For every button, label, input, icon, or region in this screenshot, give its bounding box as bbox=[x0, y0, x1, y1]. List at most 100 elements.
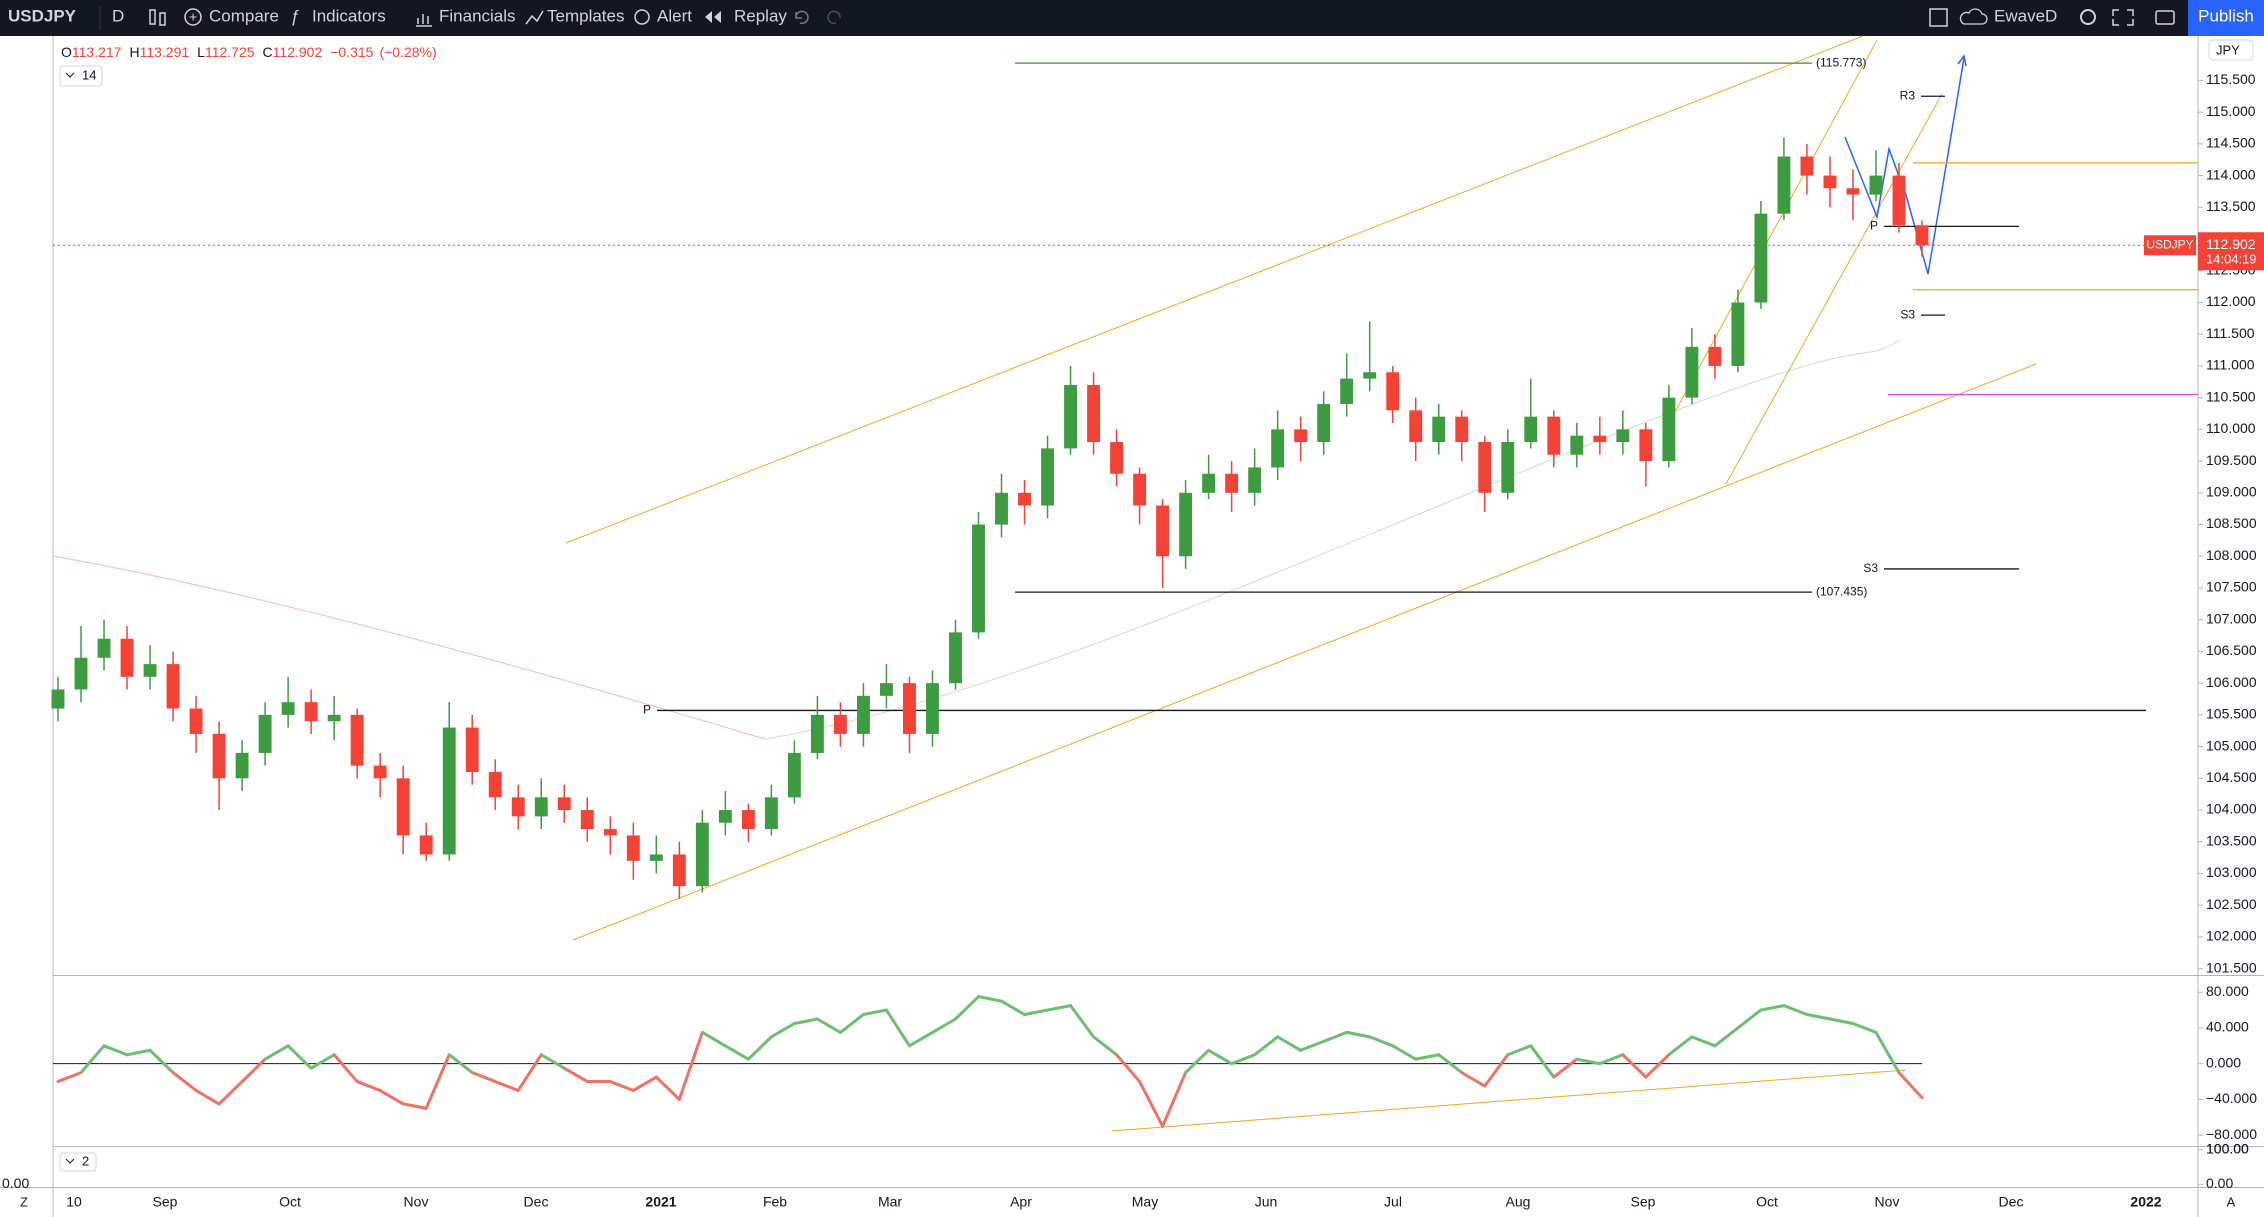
toolbar-item[interactable]: Indicators bbox=[312, 6, 386, 25]
snapshot-icon[interactable] bbox=[2155, 10, 2175, 25]
stoch-tick-label: 100.00 bbox=[2206, 1140, 2249, 1156]
candle-body bbox=[327, 714, 341, 722]
osc-segment bbox=[1506, 1044, 1533, 1057]
toolbar-item[interactable]: Alert bbox=[657, 6, 692, 25]
chevron bbox=[65, 72, 75, 78]
candle-body bbox=[1317, 403, 1331, 443]
candle-body bbox=[856, 695, 870, 734]
candle-body bbox=[764, 797, 778, 830]
candle-body bbox=[1294, 429, 1308, 443]
osc-segment bbox=[148, 1048, 175, 1075]
currency-button[interactable] bbox=[2208, 39, 2254, 61]
osc-segment bbox=[1690, 1035, 1717, 1048]
candle-body bbox=[649, 854, 663, 861]
legend-value: 113.291 bbox=[140, 44, 190, 60]
channel-line bbox=[1725, 93, 1943, 485]
symbol-tag-label: USDJPY bbox=[2146, 237, 2193, 251]
toolbar-item[interactable]: Templates bbox=[547, 6, 624, 25]
corner-left[interactable]: Z bbox=[20, 1194, 28, 1209]
layout-icon[interactable] bbox=[1929, 8, 1948, 27]
indicator-toggle[interactable] bbox=[59, 65, 103, 87]
redo[interactable] bbox=[827, 10, 841, 25]
candle-body bbox=[1432, 416, 1446, 443]
candle-body bbox=[1202, 473, 1216, 493]
settings-icon[interactable] bbox=[2080, 9, 2096, 25]
osc-segment bbox=[539, 1053, 566, 1070]
candle-body bbox=[1225, 473, 1239, 493]
level-label: P bbox=[1870, 219, 1878, 233]
y-tick-label: 103.000 bbox=[2206, 864, 2257, 880]
osc-segment bbox=[493, 1080, 520, 1092]
currency[interactable]: JPY bbox=[2216, 42, 2240, 57]
time-label: Sep bbox=[1631, 1194, 1656, 1210]
y-tick-label: 108.500 bbox=[2206, 515, 2257, 531]
level-label: P bbox=[643, 703, 651, 717]
chart-type-icon[interactable] bbox=[149, 9, 166, 26]
osc-segment bbox=[171, 1071, 198, 1092]
osc-segment bbox=[907, 1030, 934, 1048]
candle-body bbox=[1662, 397, 1676, 462]
candle-body bbox=[1754, 213, 1768, 303]
level-label: (107.435) bbox=[1816, 584, 1867, 598]
interval[interactable]: D bbox=[112, 6, 124, 25]
osc-tick-label: 80.000 bbox=[2206, 983, 2249, 999]
stoch-toggle[interactable] bbox=[59, 1152, 97, 1172]
legend-letter: C bbox=[263, 44, 273, 60]
osc-segment bbox=[1276, 1035, 1303, 1052]
legend-value: 112.725 bbox=[205, 44, 255, 60]
toolbar-item[interactable]: Replay bbox=[734, 6, 787, 25]
osc-segment bbox=[1782, 1004, 1809, 1017]
candle-body bbox=[189, 708, 203, 734]
candle-body bbox=[534, 797, 548, 817]
fullscreen-icon[interactable] bbox=[2112, 9, 2134, 26]
toolbar-item[interactable]: Financials bbox=[439, 6, 516, 25]
osc-segment bbox=[194, 1088, 221, 1106]
y-tick-label: 101.500 bbox=[2206, 959, 2257, 975]
y-tick-label: 109.000 bbox=[2206, 484, 2257, 500]
toolbar-item[interactable]: Compare bbox=[209, 6, 279, 25]
osc-segment bbox=[125, 1048, 152, 1057]
layout-name[interactable]: EwaveD bbox=[1994, 6, 2057, 25]
candle-body bbox=[1846, 188, 1860, 195]
publish-label[interactable]: Publish bbox=[2198, 6, 2254, 25]
level-label: (115.773) bbox=[1816, 55, 1866, 69]
osc-segment bbox=[1529, 1044, 1556, 1079]
candle-body bbox=[465, 727, 479, 772]
publish-button[interactable] bbox=[2188, 0, 2264, 36]
compare-icon[interactable] bbox=[184, 8, 202, 26]
osc-segment bbox=[700, 1030, 727, 1048]
y-tick-label: 103.500 bbox=[2206, 832, 2257, 848]
osc-segment bbox=[654, 1075, 681, 1101]
financials-icon[interactable] bbox=[416, 14, 432, 27]
osc-segment bbox=[677, 1030, 704, 1101]
time-label: 2022 bbox=[2130, 1194, 2161, 1210]
osc-segment bbox=[309, 1053, 336, 1070]
y-tick-label: 112.000 bbox=[2206, 293, 2256, 309]
level-label: S3 bbox=[1900, 307, 1915, 321]
candle-body bbox=[1110, 442, 1124, 474]
candle-body bbox=[120, 638, 134, 677]
osc-segment bbox=[332, 1053, 359, 1084]
templates-icon[interactable] bbox=[525, 10, 544, 25]
osc-segment bbox=[1575, 1057, 1602, 1066]
undo[interactable] bbox=[795, 10, 809, 25]
candle-body bbox=[1087, 384, 1100, 443]
time-label: 10 bbox=[66, 1194, 82, 1210]
indicators-icon[interactable]: ƒ bbox=[290, 6, 299, 25]
time-label: Oct bbox=[1756, 1194, 1778, 1210]
osc-segment bbox=[1667, 1035, 1694, 1057]
osc-segment bbox=[1759, 1004, 1786, 1012]
candle-body bbox=[74, 657, 88, 690]
chevron bbox=[65, 1158, 75, 1164]
candle-body bbox=[1133, 473, 1147, 506]
alert-icon[interactable] bbox=[634, 9, 650, 25]
symbol[interactable]: USDJPY bbox=[8, 6, 77, 25]
replay-icon[interactable] bbox=[705, 11, 721, 23]
osc-segment bbox=[217, 1080, 244, 1106]
osc-segment bbox=[424, 1053, 451, 1110]
time-label: Jun bbox=[1255, 1194, 1278, 1210]
y-tick-label: 107.000 bbox=[2206, 610, 2257, 626]
osc-segment bbox=[516, 1053, 543, 1092]
corner-right[interactable]: A bbox=[2227, 1194, 2236, 1209]
osc-segment bbox=[1299, 1039, 1326, 1052]
